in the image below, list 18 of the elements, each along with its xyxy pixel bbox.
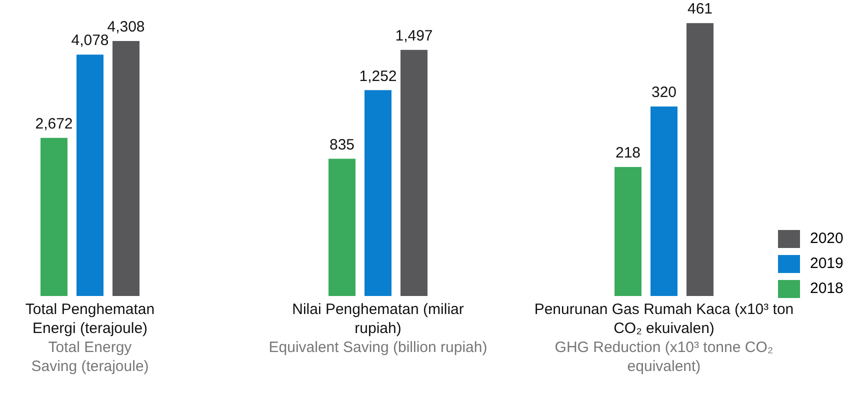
x-axis-title: Penurunan Gas Rumah Kaca (x10³ ton CO₂ ekuivalen) xyxy=(534,300,794,338)
data-label: 1,252 xyxy=(359,68,397,85)
data-label: 835 xyxy=(329,136,355,154)
data-label: 320 xyxy=(651,84,677,102)
x-axis-title: Total Penghematan Energi (terajoule) xyxy=(25,300,155,338)
data-label: 1,497 xyxy=(395,27,433,44)
text: GHG Reduction (x10³ tonne CO₂ equivalent) xyxy=(554,338,774,376)
data-label: 218 xyxy=(615,144,641,162)
legend-label: 2020 xyxy=(810,230,844,247)
data-label: 461 xyxy=(687,0,713,18)
data-label: 4,078 xyxy=(71,32,109,50)
data-label: 2,672 xyxy=(35,115,73,132)
legend-label: 2018 xyxy=(810,280,844,297)
text: Equivalent Saving (billion rupiah) xyxy=(268,338,488,357)
text: Total Energy Saving (terajoule) xyxy=(30,338,150,376)
data-label: 4,308 xyxy=(107,18,145,36)
x-axis-title: Nilai Penghematan (miliar rupiah) xyxy=(291,300,465,338)
legend-label: 2019 xyxy=(810,255,844,272)
